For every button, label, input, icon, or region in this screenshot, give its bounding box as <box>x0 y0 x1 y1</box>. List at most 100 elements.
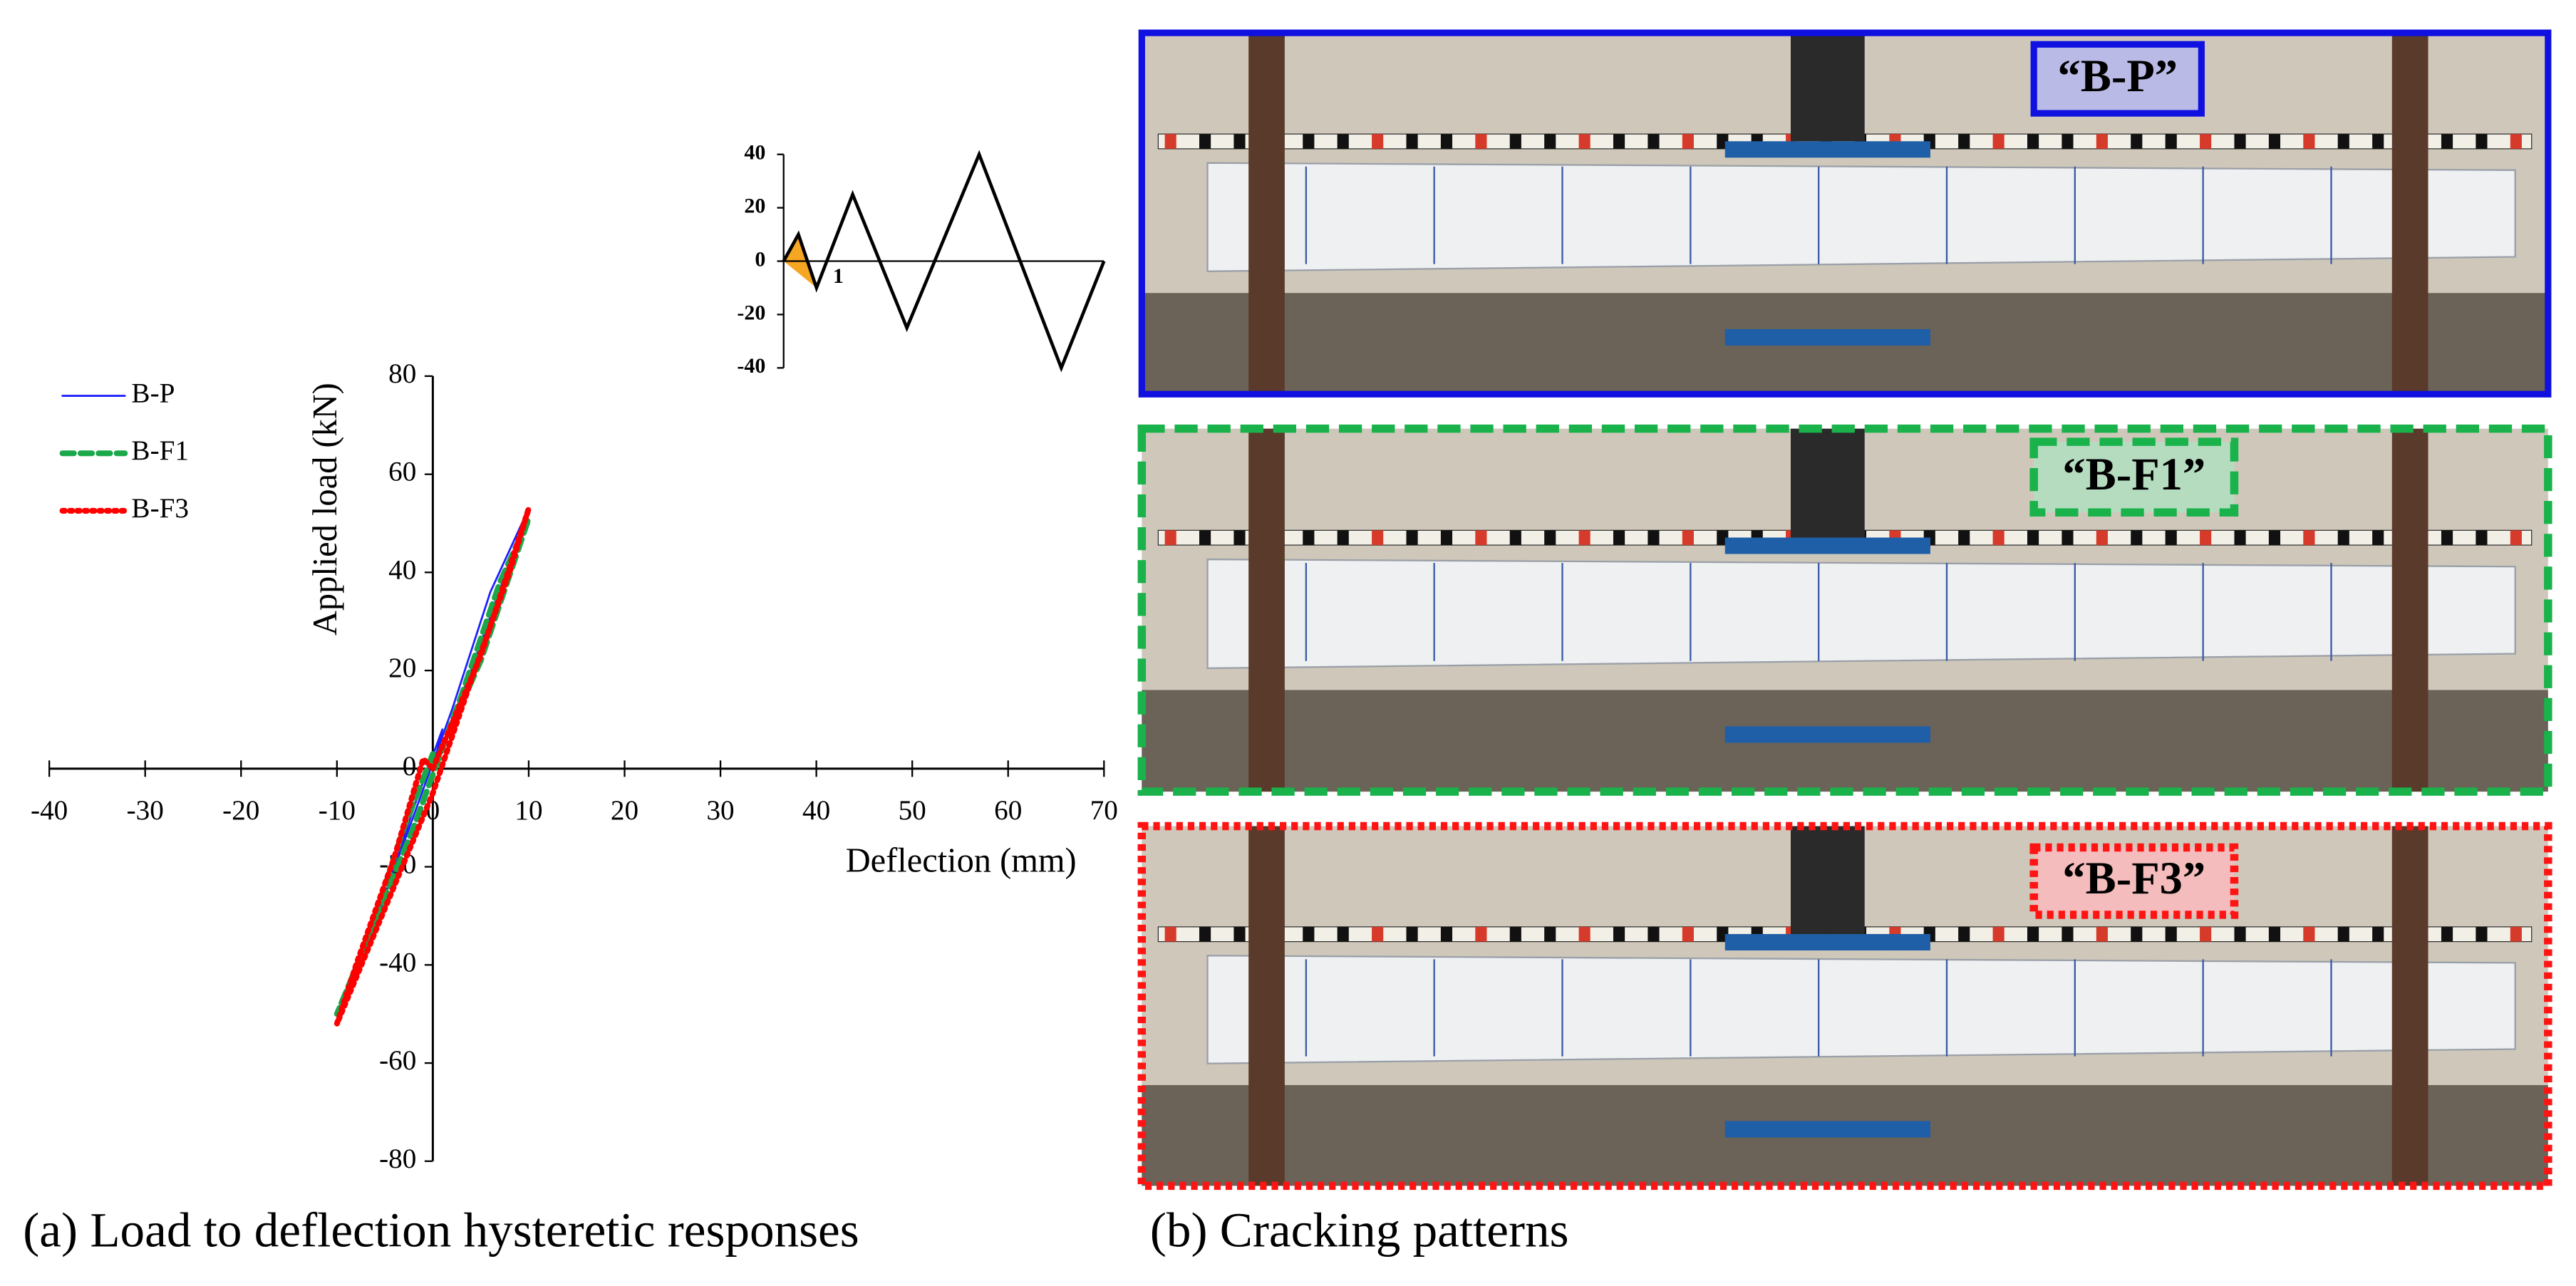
x-tick-label: 30 <box>706 795 734 826</box>
ruler-mark <box>2234 926 2246 942</box>
x-tick-label: 20 <box>611 795 638 826</box>
photo <box>1137 821 2552 1191</box>
ruler-mark <box>1440 926 1453 942</box>
post <box>2391 826 2428 1186</box>
ruler-mark <box>1647 926 1660 942</box>
ruler-mark <box>2510 926 2522 942</box>
ruler-mark <box>1958 926 1970 942</box>
ruler-mark <box>2027 926 2039 942</box>
ruler-mark <box>1682 134 1694 149</box>
x-tick-label: 70 <box>1090 795 1118 826</box>
ruler-mark <box>2303 926 2315 942</box>
y-tick-label: -80 <box>379 1144 416 1174</box>
ruler-mark <box>1164 530 1176 546</box>
annotation: 1 <box>833 264 844 288</box>
ruler-mark <box>2337 134 2349 149</box>
jack <box>1790 428 1865 538</box>
ruler-mark <box>1613 530 1625 546</box>
y-tick-label: 60 <box>388 457 416 487</box>
x-tick-label: 40 <box>802 795 830 826</box>
photo-label: “B-F3” <box>2062 852 2205 903</box>
ruler-mark <box>1199 530 1211 546</box>
ruler-mark <box>1406 530 1418 546</box>
photo-border <box>1137 821 2552 1191</box>
ruler-mark <box>2337 926 2349 942</box>
ruler-mark <box>2200 530 2212 546</box>
ruler-mark <box>2234 530 2246 546</box>
photo <box>1137 424 2552 796</box>
jack <box>1790 826 1865 934</box>
inset-y-tick-label: 20 <box>744 194 765 217</box>
ruler-mark <box>2476 134 2488 149</box>
ruler-mark <box>2165 134 2177 149</box>
photo-label-box <box>2029 437 2239 517</box>
ruler-mark <box>1164 134 1176 149</box>
ruler-mark <box>1406 134 1418 149</box>
ruler-mark <box>1303 926 1315 942</box>
ruler-mark <box>1992 134 2005 149</box>
ruler-mark <box>1337 134 1349 149</box>
ruler-mark <box>2510 134 2522 149</box>
load-plate <box>1724 537 1930 554</box>
ruler-mark <box>2510 530 2522 546</box>
ruler-mark <box>1233 926 1246 942</box>
protocol-line <box>782 150 1106 373</box>
ruler-mark <box>1303 530 1315 546</box>
ruler-mark <box>1647 530 1660 546</box>
caption: (b) Cracking patterns <box>1150 1202 1569 1257</box>
ruler-mark <box>1613 926 1625 942</box>
load-plate <box>1724 933 1930 951</box>
x-tick-label: 60 <box>994 795 1022 826</box>
inset-y-tick-label: 40 <box>744 141 765 165</box>
ruler-mark <box>2441 926 2453 942</box>
legend-label: B-F1 <box>131 435 189 466</box>
ruler-mark <box>1372 134 1384 149</box>
ruler-mark <box>1372 530 1384 546</box>
ruler-mark <box>2062 926 2074 942</box>
ruler-mark <box>2372 530 2384 546</box>
ruler-mark <box>1509 530 1521 546</box>
ruler-mark <box>2268 134 2281 149</box>
ruler-mark <box>2027 134 2039 149</box>
ruler-mark <box>2303 134 2315 149</box>
photo-border <box>1137 424 2552 796</box>
ruler-mark <box>1337 926 1349 942</box>
photo-label: “B-P” <box>2057 50 2178 101</box>
beam <box>1206 558 2516 670</box>
ruler-mark <box>2200 926 2212 942</box>
ruler-mark <box>2234 134 2246 149</box>
y-tick-label: -60 <box>379 1045 416 1076</box>
ruler-mark <box>2268 926 2281 942</box>
ruler-mark <box>2131 926 2143 942</box>
ruler-mark <box>1475 530 1487 546</box>
inset-y-tick-label: 0 <box>755 247 765 271</box>
ruler-mark <box>1682 926 1694 942</box>
ruler-mark <box>2476 926 2488 942</box>
caption: (a) Load to deflection hysteretic respon… <box>23 1202 859 1257</box>
post <box>2391 33 2428 395</box>
x-tick-label: -10 <box>319 795 356 826</box>
y-tick-label: 80 <box>388 358 416 389</box>
ruler-mark <box>1475 134 1487 149</box>
ruler-mark <box>2441 134 2453 149</box>
ruler-mark <box>1682 530 1694 546</box>
load-plate <box>1724 1121 1930 1138</box>
series-line <box>333 505 532 1027</box>
jack <box>1790 33 1865 142</box>
ruler-mark <box>2372 926 2384 942</box>
ruler-mark <box>1578 926 1590 942</box>
photo <box>1138 29 2552 398</box>
ruler-mark <box>1578 134 1590 149</box>
ruler-mark <box>1164 926 1176 942</box>
ruler-mark <box>1509 926 1521 942</box>
photo-label: “B-F1” <box>2062 448 2205 499</box>
photo-label-box <box>2030 41 2205 117</box>
ruler-mark <box>1199 926 1211 942</box>
ruler-mark <box>1958 530 1970 546</box>
inset-y-tick-label: -20 <box>737 301 765 324</box>
photo-border <box>1138 29 2552 398</box>
ruler-mark <box>2096 530 2108 546</box>
ruler-mark <box>1958 134 1970 149</box>
post <box>2391 428 2428 792</box>
